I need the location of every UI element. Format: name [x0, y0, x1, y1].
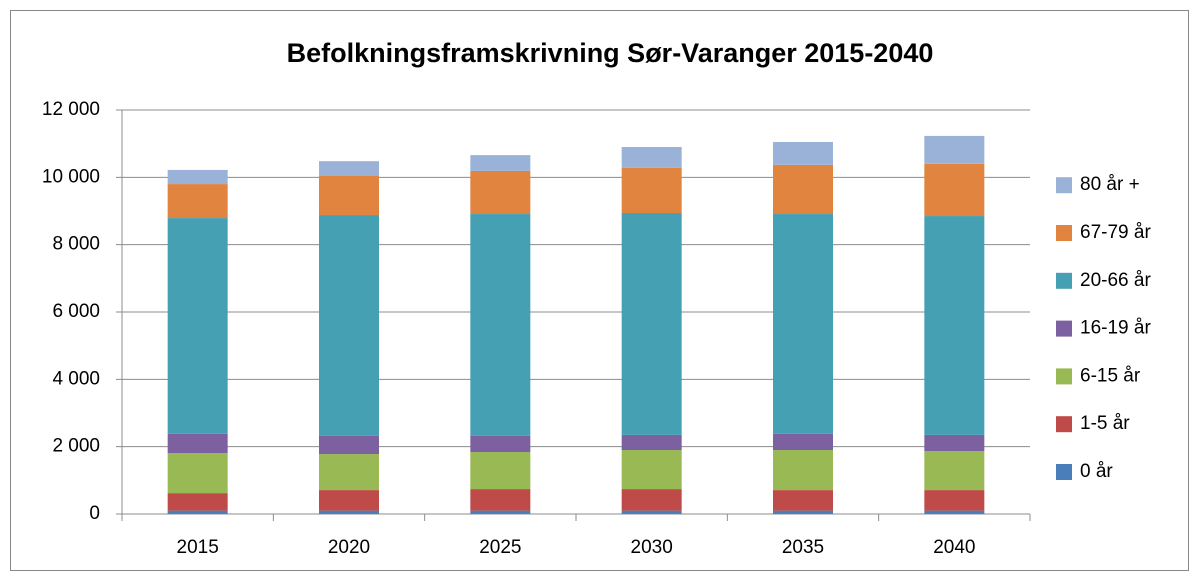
bar-segment: [773, 433, 833, 451]
y-tick-label: 12 000: [42, 99, 100, 120]
bar-segment: [924, 163, 985, 217]
y-tick-label: 4 000: [52, 368, 100, 389]
bar-segment: [773, 510, 833, 514]
chart-title: Befolkningsframskrivning Sør-Varanger 20…: [287, 38, 934, 68]
bar-segment: [167, 169, 228, 185]
x-tick-label: 2020: [328, 537, 370, 558]
legend-swatch: [1056, 368, 1072, 385]
y-tick-label: 8 000: [52, 234, 100, 255]
bar-segment: [773, 490, 833, 511]
bar-segment: [773, 141, 833, 165]
y-tick-label: 0: [89, 503, 100, 524]
legend-label: 16-19 år: [1080, 318, 1151, 339]
bar-segment: [773, 214, 833, 434]
bar-segment: [470, 214, 531, 436]
legend-swatch: [1056, 464, 1072, 480]
bar-segment: [470, 170, 531, 215]
bar-segment: [319, 510, 379, 514]
bar-segment: [621, 489, 682, 511]
bar-segment: [621, 213, 682, 435]
y-tick-label: 10 000: [42, 166, 100, 187]
x-tick-label: 2030: [631, 537, 673, 558]
bar-segment: [319, 175, 379, 216]
bar-segment: [621, 147, 682, 168]
legend-label: 0 år: [1080, 461, 1113, 482]
bar-segment: [470, 452, 531, 490]
bar-segment: [319, 435, 379, 455]
legend-swatch: [1056, 416, 1072, 433]
bar-segment: [773, 164, 833, 215]
y-tick-label: 2 000: [52, 436, 100, 457]
bar-segment: [319, 454, 379, 491]
bar-segment: [167, 493, 228, 511]
bar-segment: [167, 510, 228, 514]
bar-segment: [621, 167, 682, 214]
bar-segment: [773, 450, 833, 491]
bar-segment: [167, 218, 228, 434]
bar-segment: [621, 434, 682, 451]
bar-segment: [924, 490, 985, 511]
legend-swatch: [1056, 225, 1072, 241]
x-tick-label: 2015: [177, 537, 219, 558]
legend-label: 80 år +: [1080, 174, 1140, 195]
bar-segment: [470, 489, 531, 511]
bar-segment: [924, 216, 985, 435]
bar-segment: [621, 510, 682, 514]
legend-swatch: [1056, 272, 1072, 289]
bar-segment: [167, 433, 228, 454]
bar-segment: [470, 155, 531, 171]
y-tick-label: 6 000: [52, 301, 100, 322]
bar-segment: [470, 435, 531, 453]
bar-segment: [924, 434, 985, 452]
x-tick-label: 2035: [782, 537, 824, 558]
x-tick-label: 2040: [933, 537, 975, 558]
bar-segment: [167, 453, 228, 494]
legend-swatch: [1056, 320, 1072, 337]
bar-segment: [470, 510, 531, 514]
bar-segment: [319, 215, 379, 436]
bar-segment: [924, 451, 985, 491]
legend-label: 1-5 år: [1080, 413, 1130, 434]
bar-segment: [621, 450, 682, 490]
bar-segment: [924, 510, 985, 514]
bar-segment: [319, 161, 379, 176]
legend-label: 67-79 år: [1080, 222, 1151, 243]
legend-label: 6-15 år: [1080, 365, 1141, 386]
legend-swatch: [1056, 177, 1072, 194]
x-tick-label: 2025: [479, 537, 521, 558]
legend-label: 20-66 år: [1080, 270, 1151, 291]
bar-segment: [319, 490, 379, 511]
bar-segment: [167, 184, 228, 219]
bar-segment: [924, 135, 985, 164]
